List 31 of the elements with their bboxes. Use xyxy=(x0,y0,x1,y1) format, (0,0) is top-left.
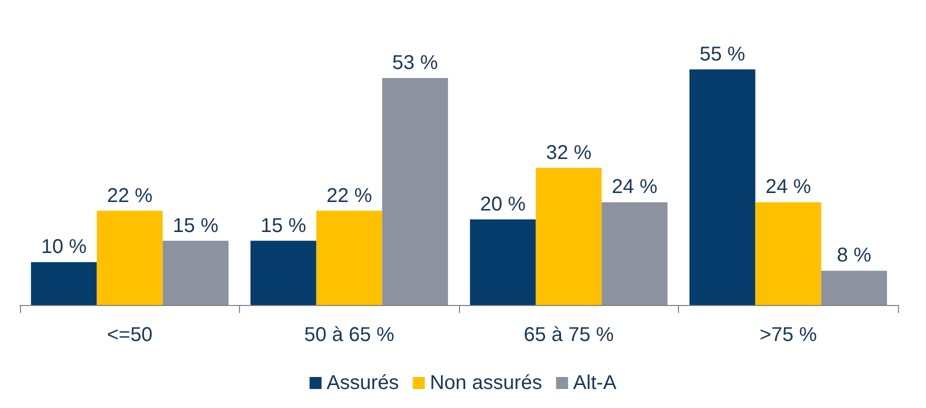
data-label: 22 % xyxy=(326,184,372,207)
legend-label: Non assurés xyxy=(430,372,542,394)
bar xyxy=(470,219,536,305)
x-tick-label: <=50 xyxy=(106,324,153,346)
bar xyxy=(316,210,382,305)
data-label: 55 % xyxy=(700,43,746,66)
legend-label: Alt-A xyxy=(573,372,618,394)
x-tick-label: 65 à 75 % xyxy=(524,324,614,346)
bar xyxy=(30,262,97,305)
data-label: 8 % xyxy=(836,244,872,267)
bar xyxy=(602,202,668,305)
data-label: 53 % xyxy=(392,52,438,74)
bar xyxy=(821,270,888,305)
bar xyxy=(250,240,316,305)
data-label: 20 % xyxy=(480,193,526,216)
bar xyxy=(689,69,756,305)
bar xyxy=(96,210,163,305)
bar xyxy=(755,202,822,305)
data-label: 10 % xyxy=(41,236,87,258)
bar xyxy=(382,78,448,305)
x-tick-label: >75 % xyxy=(760,324,818,346)
x-tick-label: 50 à 65 % xyxy=(304,324,394,346)
data-label: 24 % xyxy=(765,176,812,198)
data-label: 15 % xyxy=(172,214,219,237)
bar xyxy=(162,240,229,305)
bar xyxy=(536,168,602,305)
data-label: 15 % xyxy=(260,214,306,237)
legend-label: Assurés xyxy=(326,372,399,394)
data-label: 22 % xyxy=(106,184,153,207)
data-label: 32 % xyxy=(546,142,592,164)
data-label: 24 % xyxy=(612,176,658,198)
